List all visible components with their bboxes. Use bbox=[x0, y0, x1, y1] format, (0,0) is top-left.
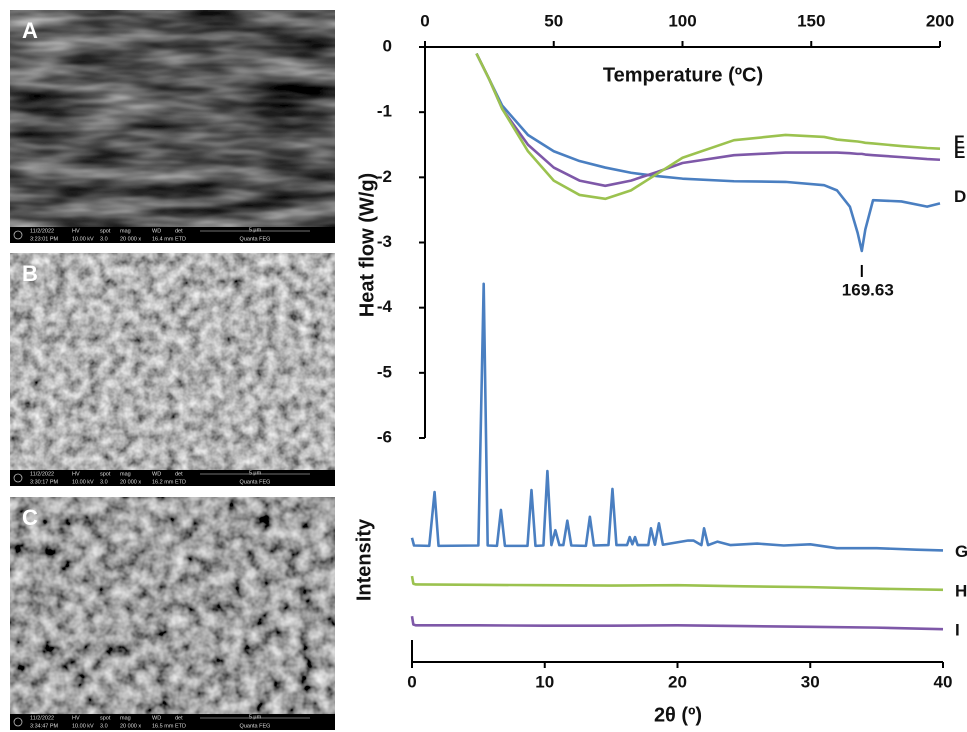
series-label: E bbox=[954, 143, 965, 162]
x-tick-label: 0 bbox=[407, 672, 416, 691]
x-tick-label: 200 bbox=[926, 11, 954, 30]
info-header: mag bbox=[120, 228, 131, 234]
info-header: mag bbox=[120, 471, 131, 477]
info-value: 3.0 bbox=[100, 479, 108, 485]
x-tick-label: 100 bbox=[668, 11, 696, 30]
data-line bbox=[475, 52, 941, 201]
info-value: ETD bbox=[175, 236, 186, 242]
info-value: 3:23:01 PM bbox=[30, 236, 59, 242]
info-value: 20 000 x bbox=[120, 236, 141, 242]
info-header: HV bbox=[72, 471, 80, 477]
series-label: F bbox=[954, 132, 964, 151]
x-tick-label: 20 bbox=[668, 672, 687, 691]
info-value: 10.00 kV bbox=[72, 236, 94, 242]
info-value: 11/2/2022 bbox=[30, 471, 54, 477]
xrd-chart: 0 10 20 30 40 2θ (º) Intensity G H I bbox=[353, 282, 967, 726]
info-value: 16.4 mm bbox=[152, 236, 174, 242]
info-header: mag bbox=[120, 715, 131, 721]
panel-label: B bbox=[22, 261, 38, 286]
y-tick-label: -5 bbox=[377, 362, 392, 381]
logo bbox=[13, 473, 23, 483]
x-tick-label: 50 bbox=[544, 11, 563, 30]
scale-label: 5 μm bbox=[249, 227, 262, 233]
y-tick-label: -2 bbox=[377, 167, 392, 186]
info-header: WD bbox=[152, 228, 161, 234]
sem-image bbox=[10, 10, 335, 227]
data-line bbox=[410, 282, 944, 552]
y-tick-label: -3 bbox=[377, 232, 392, 251]
info-value: 3:34:47 PM bbox=[30, 723, 59, 729]
logo bbox=[13, 717, 23, 727]
info-header: spot bbox=[100, 471, 111, 477]
x-tick-label: 150 bbox=[797, 11, 825, 30]
info-value: 10.00 kV bbox=[72, 723, 94, 729]
y-tick-label: -6 bbox=[377, 427, 392, 446]
info-value: 10.00 kV bbox=[72, 479, 94, 485]
y-axis-label: Intensity bbox=[353, 518, 375, 601]
info-value: 3:30:17 PM bbox=[30, 479, 59, 485]
y-tick-label: -1 bbox=[377, 102, 392, 121]
panel-label: A bbox=[22, 18, 38, 43]
info-header: det bbox=[175, 471, 183, 477]
data-line bbox=[475, 52, 941, 188]
sem-image bbox=[10, 497, 335, 714]
series-label: I bbox=[955, 621, 960, 640]
info-header: det bbox=[175, 715, 183, 721]
instrument: Quanta FEG bbox=[240, 723, 271, 729]
instrument: Quanta FEG bbox=[240, 236, 271, 242]
y-axis-label: Heat flow (W/g) bbox=[356, 173, 378, 317]
dsc-chart: 0 50 100 150 200 0 -1 -2 -3 -4 -5 -6 Temperature (ºC… bbox=[356, 11, 966, 446]
info-header: WD bbox=[152, 471, 161, 477]
x-tick-label: 30 bbox=[801, 672, 820, 691]
info-header: det bbox=[175, 228, 183, 234]
x-axis-label: Temperature (ºC) bbox=[603, 64, 763, 86]
x-tick-label: 40 bbox=[934, 672, 953, 691]
panel-label: C bbox=[22, 505, 38, 530]
info-value: 11/2/2022 bbox=[30, 715, 54, 721]
info-header: HV bbox=[72, 715, 80, 721]
x-axis-label: 2θ (º) bbox=[654, 704, 702, 726]
data-line bbox=[410, 575, 944, 592]
info-value: 11/2/2022 bbox=[30, 228, 54, 234]
info-value: 20 000 x bbox=[120, 723, 141, 729]
annotation: 169.63 bbox=[842, 280, 894, 299]
info-header: WD bbox=[152, 715, 161, 721]
y-tick-label: 0 bbox=[383, 36, 392, 55]
info-header: spot bbox=[100, 715, 111, 721]
sem-images: A 11/2/2022 3:23:01 PM HV 10.00 kV spot 3.0 mag… bbox=[10, 10, 335, 730]
info-header: spot bbox=[100, 228, 111, 234]
data-line bbox=[475, 52, 941, 253]
scale-label: 5 μm bbox=[249, 470, 262, 476]
data-line bbox=[410, 615, 944, 631]
y-tick-label: -4 bbox=[377, 297, 393, 316]
info-value: 16.2 mm bbox=[152, 479, 174, 485]
x-tick-label: 0 bbox=[420, 11, 429, 30]
series-label: G bbox=[955, 542, 967, 561]
logo bbox=[13, 230, 23, 240]
info-value: 3.0 bbox=[100, 236, 108, 242]
scale-label: 5 μm bbox=[249, 714, 262, 720]
x-tick-label: 10 bbox=[535, 672, 554, 691]
info-value: ETD bbox=[175, 479, 186, 485]
info-value: 3.0 bbox=[100, 723, 108, 729]
info-value: 16.5 mm bbox=[152, 723, 174, 729]
series-label: H bbox=[955, 581, 967, 600]
info-header: HV bbox=[72, 228, 80, 234]
series-label: D bbox=[954, 187, 966, 206]
instrument: Quanta FEG bbox=[240, 479, 271, 485]
info-value: 20 000 x bbox=[120, 479, 141, 485]
sem-image bbox=[10, 253, 335, 470]
info-value: ETD bbox=[175, 723, 186, 729]
